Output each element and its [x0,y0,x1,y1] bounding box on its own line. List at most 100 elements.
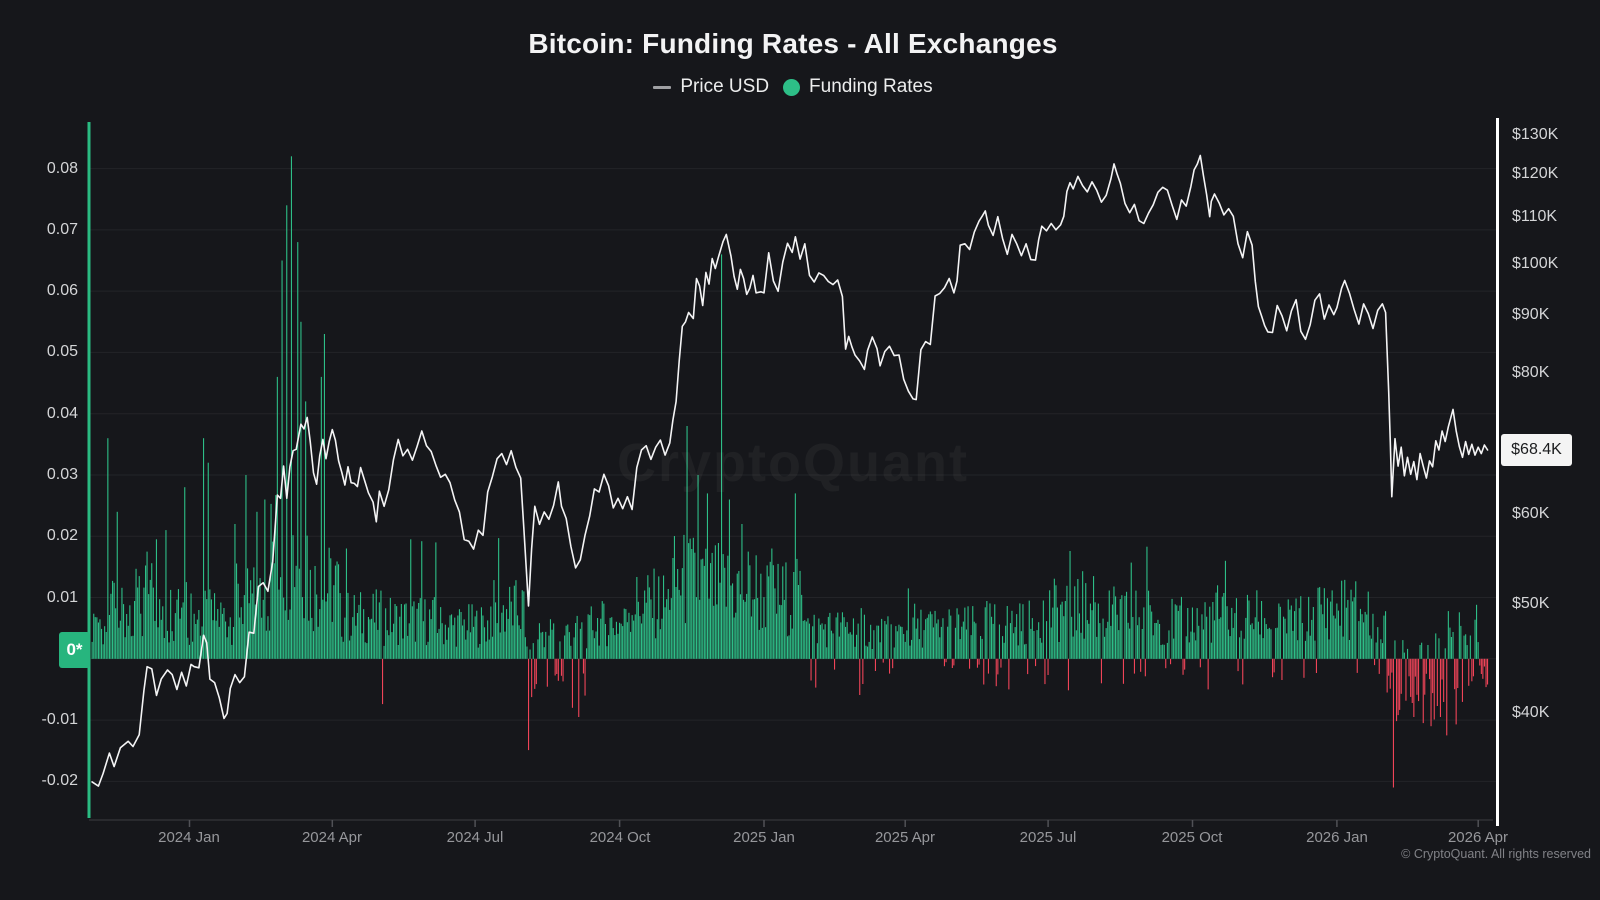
funding-bar [259,578,261,659]
funding-bar [356,613,358,659]
funding-bar [595,631,597,659]
funding-bar [473,626,475,659]
funding-bar [1108,590,1110,659]
funding-bar [1191,607,1193,659]
funding-bar [1450,637,1452,659]
funding-bar [907,588,909,659]
funding-bar [190,593,192,659]
funding-bar [322,599,324,659]
funding-bar [998,624,1000,659]
funding-bar [286,205,288,659]
funding-bar [1041,642,1043,659]
funding-bar [334,565,336,659]
funding-bar [931,614,933,659]
funding-bar [206,599,208,659]
funding-bar [242,624,244,659]
funding-bar [1173,638,1175,659]
funding-bar [1184,658,1186,670]
funding-bar [1407,648,1409,659]
funding-bar [212,620,214,659]
funding-bar [234,524,236,659]
funding-bar [159,599,161,659]
funding-bar [1050,627,1052,659]
funding-bar [469,632,471,659]
funding-bar [791,628,793,659]
funding-bar [917,618,919,659]
funding-bar [1352,601,1354,659]
funding-bar [113,582,115,659]
funding-bar [865,645,867,659]
funding-bar [1190,631,1192,659]
legend-item-funding[interactable]: Funding Rates [783,76,933,98]
funding-bar [571,658,573,708]
legend-item-price[interactable]: Price USD [653,76,769,98]
funding-bar [462,625,464,659]
copyright-note: © CryptoQuant. All rights reserved [1401,847,1591,861]
funding-bar [1206,616,1208,659]
funding-bar [735,612,737,659]
funding-bar [495,602,497,659]
funding-bar [181,607,183,659]
funding-bar [889,658,891,674]
funding-bar [1392,658,1394,788]
funding-bar [1127,622,1129,659]
funding-bar [1028,600,1030,659]
funding-bar [1193,632,1195,659]
funding-bar [713,605,715,659]
funding-bar [1008,658,1010,690]
funding-bar [425,645,427,659]
funding-bar [1003,642,1005,659]
funding-bar [1088,623,1090,659]
funding-bar [650,599,652,659]
funding-bar [1196,608,1198,659]
funding-bar [424,599,426,659]
funding-bar [316,594,318,659]
funding-bar [845,626,847,659]
funding-bar [746,593,748,659]
funding-bar [317,626,319,659]
funding-bar [152,587,154,659]
funding-bar [388,635,390,659]
funding-bar [1231,607,1233,659]
funding-bar [1345,607,1347,659]
funding-bar [1314,640,1316,659]
funding-bar [626,622,628,659]
funding-bar [633,620,635,659]
funding-bar [570,645,572,659]
funding-bar [959,639,961,659]
funding-bar [780,605,782,659]
funding-bar [769,561,771,659]
funding-bar [821,623,823,659]
funding-bar [323,334,325,659]
funding-bar [451,614,453,659]
funding-bar [1105,628,1107,659]
funding-bar [645,602,647,659]
funding-bar [1022,604,1024,659]
funding-bar [750,616,752,659]
funding-bar [655,638,657,659]
funding-bar [325,601,327,659]
funding-bar [1262,638,1264,659]
funding-bar [1476,604,1478,659]
funding-bar [1072,636,1074,659]
funding-bar [476,610,478,659]
funding-bar [1202,629,1204,659]
funding-bar [554,658,556,676]
funding-bar [240,607,242,659]
funding-bar [711,552,713,659]
funding-bar [1436,658,1438,706]
funding-bar [1111,604,1113,659]
funding-bar [386,630,388,659]
funding-bar [983,658,985,685]
funding-bar [1099,623,1101,659]
right-axis-label: $120K [1512,165,1559,182]
funding-bar [391,632,393,659]
funding-bar [353,595,355,659]
funding-bar [1359,608,1361,659]
funding-bar [1242,658,1244,685]
funding-bar [361,633,363,659]
funding-bar [209,589,211,659]
funding-bar [1102,618,1104,659]
funding-bar [1469,635,1471,659]
